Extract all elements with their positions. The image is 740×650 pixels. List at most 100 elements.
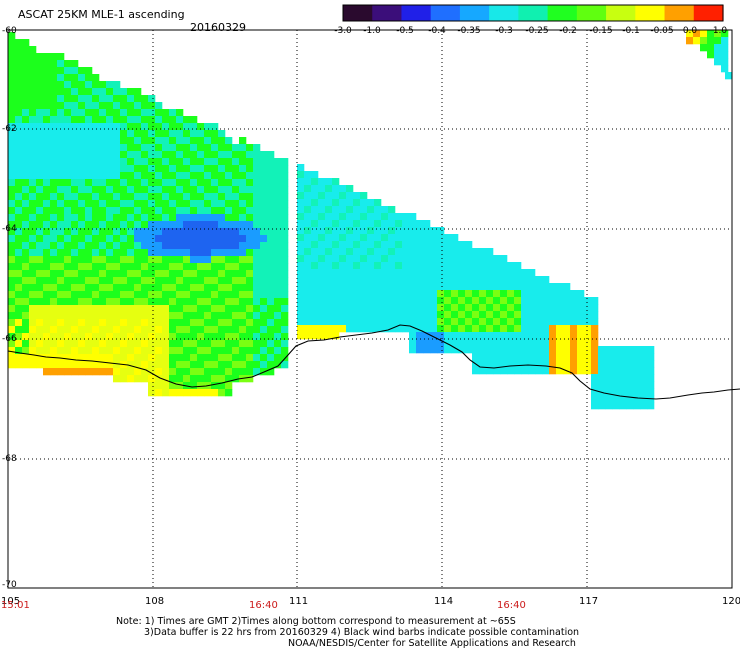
wind-cell bbox=[64, 186, 72, 194]
wind-cell bbox=[85, 242, 93, 250]
wind-cell bbox=[332, 304, 340, 312]
wind-cell bbox=[141, 242, 149, 250]
colorbar-label: -1.0 bbox=[363, 26, 381, 36]
wind-cell bbox=[183, 284, 191, 292]
wind-cell bbox=[493, 283, 501, 291]
wind-cell bbox=[409, 346, 417, 354]
wind-cell bbox=[360, 241, 368, 249]
wind-cell bbox=[99, 214, 107, 222]
wind-cell bbox=[318, 297, 326, 305]
wind-cell bbox=[311, 248, 319, 256]
wind-cell bbox=[43, 270, 51, 278]
wind-cell bbox=[78, 298, 86, 306]
wind-cell bbox=[120, 207, 128, 215]
wind-cell bbox=[535, 311, 543, 319]
wind-cell bbox=[169, 256, 177, 264]
wind-cell bbox=[155, 186, 163, 194]
colorbar-label: -0.35 bbox=[457, 26, 481, 36]
wind-cell bbox=[85, 81, 93, 89]
wind-cell bbox=[141, 291, 149, 299]
colorbar-swatch bbox=[664, 5, 695, 21]
wind-cell bbox=[190, 137, 198, 145]
wind-cell bbox=[71, 354, 79, 362]
wind-cell bbox=[204, 305, 212, 313]
wind-cell bbox=[162, 137, 170, 145]
wind-cell bbox=[127, 361, 135, 369]
wind-cell bbox=[416, 290, 424, 298]
wind-cell bbox=[577, 367, 585, 375]
wind-cell bbox=[36, 193, 44, 201]
latitude-label: -62 bbox=[2, 124, 17, 134]
wind-cell bbox=[353, 199, 361, 207]
wind-cell bbox=[106, 235, 114, 243]
wind-cell bbox=[218, 312, 226, 320]
wind-cell bbox=[577, 353, 585, 361]
wind-cell bbox=[92, 186, 100, 194]
wind-cell bbox=[395, 297, 403, 305]
wind-cell bbox=[141, 123, 149, 131]
wind-cell bbox=[29, 165, 37, 173]
wind-cell bbox=[176, 312, 184, 320]
wind-cell bbox=[190, 389, 198, 397]
wind-cell bbox=[36, 235, 44, 243]
wind-cell bbox=[183, 193, 191, 201]
wind-cell bbox=[218, 256, 226, 264]
wind-cell bbox=[311, 311, 319, 319]
wind-cell bbox=[311, 171, 319, 179]
wind-cell bbox=[232, 277, 240, 285]
wind-cell bbox=[605, 360, 613, 368]
wind-cell bbox=[367, 199, 375, 207]
wind-cell bbox=[232, 172, 240, 180]
wind-cell bbox=[50, 326, 58, 334]
wind-cell bbox=[204, 319, 212, 327]
wind-cell bbox=[113, 368, 121, 376]
wind-cell bbox=[15, 235, 23, 243]
wind-cell bbox=[402, 269, 410, 277]
wind-cell bbox=[472, 346, 480, 354]
wind-cell bbox=[225, 354, 233, 362]
wind-cell bbox=[211, 193, 219, 201]
wind-cell bbox=[360, 304, 368, 312]
wind-cell bbox=[36, 130, 44, 138]
wind-cell bbox=[367, 248, 375, 256]
wind-cell bbox=[15, 305, 23, 313]
wind-cell bbox=[381, 213, 389, 221]
wind-cell bbox=[155, 116, 163, 124]
wind-cell bbox=[486, 311, 494, 319]
wind-cell bbox=[36, 179, 44, 187]
wind-cell bbox=[197, 200, 205, 208]
wind-cell bbox=[598, 346, 606, 354]
wind-cell bbox=[71, 326, 79, 334]
wind-cell bbox=[211, 249, 219, 257]
wind-cell bbox=[521, 332, 529, 340]
wind-cell bbox=[472, 269, 480, 277]
wind-cell bbox=[430, 283, 438, 291]
wind-cell bbox=[176, 165, 184, 173]
wind-cell bbox=[246, 193, 254, 201]
wind-cell bbox=[281, 228, 289, 236]
wind-cell bbox=[274, 340, 282, 348]
wind-cell bbox=[29, 46, 37, 54]
wind-cell bbox=[218, 340, 226, 348]
wind-cell bbox=[225, 375, 233, 383]
wind-cell bbox=[260, 270, 268, 278]
wind-cell bbox=[155, 193, 163, 201]
wind-cell bbox=[22, 151, 30, 159]
wind-cell bbox=[318, 304, 326, 312]
longitude-label: 114 bbox=[434, 596, 454, 607]
wind-cell bbox=[225, 270, 233, 278]
wind-cell bbox=[99, 291, 107, 299]
wind-cell bbox=[141, 221, 149, 229]
wind-cell bbox=[78, 305, 86, 313]
wind-cell bbox=[8, 319, 16, 327]
wind-cell bbox=[577, 311, 585, 319]
wind-cell bbox=[29, 81, 37, 89]
wind-cell bbox=[22, 326, 30, 334]
wind-cell bbox=[451, 304, 459, 312]
wind-cell bbox=[535, 290, 543, 298]
wind-cell bbox=[700, 30, 708, 38]
wind-cell bbox=[521, 297, 529, 305]
wind-cell bbox=[92, 95, 100, 103]
colorbar-label: 1.0 bbox=[712, 26, 728, 36]
wind-cell bbox=[332, 220, 340, 228]
